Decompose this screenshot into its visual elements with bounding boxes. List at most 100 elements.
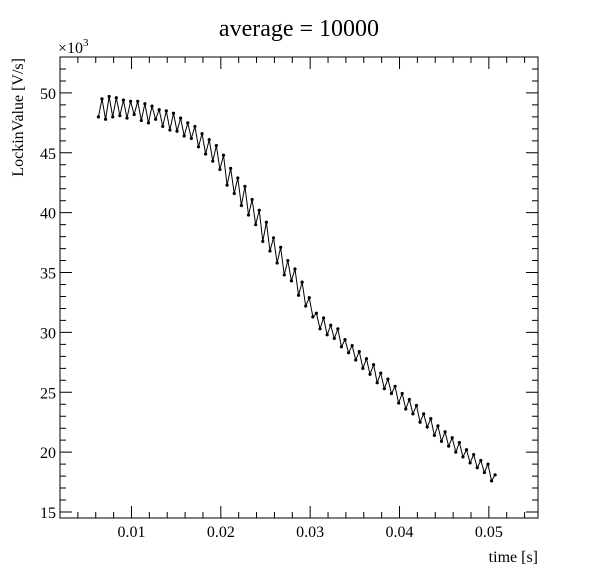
- data-point: [296, 293, 301, 297]
- data-point: [196, 145, 201, 149]
- y-tick-labels: 15 20 25 30 35 40 45 50: [40, 86, 56, 522]
- data-point: [164, 109, 168, 113]
- y-multiplier-exponent: 3: [83, 37, 89, 49]
- data-point: [286, 258, 290, 263]
- data-point: [243, 184, 247, 188]
- data-point: [232, 191, 236, 196]
- y-tick-label: 35: [40, 266, 56, 283]
- data-point: [357, 349, 361, 354]
- y-multiplier-base: ×10: [58, 40, 83, 57]
- data-point: [414, 403, 419, 408]
- data-point: [489, 479, 494, 483]
- data-point: [175, 129, 179, 133]
- data-point: [179, 116, 183, 120]
- data-point: [125, 116, 129, 120]
- y-tick-label: 50: [40, 86, 56, 103]
- data-point: [461, 455, 465, 459]
- data-point: [407, 397, 411, 402]
- data-point: [361, 366, 365, 370]
- data-point: [171, 111, 176, 115]
- data-point: [386, 377, 390, 381]
- data-point: [96, 115, 101, 119]
- data-point: [439, 439, 444, 443]
- data-point: [375, 381, 379, 385]
- data-point: [475, 466, 479, 470]
- data-point: [100, 97, 104, 101]
- data-point: [393, 384, 397, 388]
- data-point: [482, 470, 486, 475]
- data-point: [429, 417, 433, 421]
- data-point: [279, 245, 283, 249]
- data-point: [114, 96, 118, 100]
- data-point: [368, 372, 372, 376]
- data-point: [289, 279, 294, 283]
- data-point: [128, 99, 133, 103]
- x-axis-label: time [s]: [489, 549, 538, 566]
- data-point: [139, 118, 143, 123]
- data-point: [472, 452, 476, 457]
- data-point: [468, 461, 472, 465]
- data-point: [346, 351, 351, 355]
- data-point: [418, 420, 422, 424]
- data-point: [450, 436, 454, 440]
- data-point: [182, 134, 186, 138]
- data-point: [318, 327, 322, 331]
- data-point: [257, 208, 261, 212]
- x-tick-label: 0.01: [117, 524, 145, 541]
- data-point: [339, 345, 344, 349]
- data-point: [221, 153, 226, 157]
- data-point: [136, 99, 140, 103]
- data-point: [229, 166, 233, 170]
- data-point: [282, 273, 286, 277]
- data-point: [200, 132, 204, 136]
- data-point: [214, 144, 218, 148]
- data-point: [354, 358, 358, 362]
- data-point: [479, 458, 483, 463]
- data-point: [143, 102, 147, 106]
- data-point: [425, 425, 429, 429]
- data-point: [311, 315, 315, 319]
- data-point: [161, 124, 165, 129]
- data-point: [121, 98, 126, 102]
- data-point: [218, 167, 222, 172]
- y-axis-label: LockinValue [V/s]: [10, 58, 27, 177]
- data-point: [118, 114, 122, 118]
- data-point: [271, 236, 276, 240]
- data-point: [307, 296, 311, 300]
- data-point: [329, 323, 333, 327]
- data-point: [389, 391, 394, 396]
- x-tick-label: 0.03: [296, 524, 324, 541]
- axis-ticks: [59, 56, 538, 518]
- data-point: [204, 152, 208, 156]
- data-point: [321, 316, 326, 320]
- y-axis-multiplier: ×103: [58, 37, 89, 57]
- data-point: [186, 121, 190, 125]
- series-points: [96, 94, 497, 483]
- data-point: [336, 327, 340, 331]
- data-point: [246, 213, 251, 217]
- data-point: [254, 223, 258, 227]
- data-point: [432, 433, 436, 437]
- y-tick-label: 25: [40, 385, 56, 402]
- data-point: [372, 363, 376, 367]
- data-point: [436, 424, 440, 428]
- data-point: [364, 357, 369, 361]
- series-line: [97, 96, 496, 483]
- y-tick-label: 45: [40, 146, 56, 163]
- x-tick-label: 0.02: [207, 524, 235, 541]
- data-point: [207, 138, 211, 142]
- data-point: [397, 401, 401, 405]
- data-point: [443, 430, 447, 434]
- data-point: [211, 159, 215, 163]
- data-point: [447, 444, 451, 448]
- data-point: [189, 136, 193, 141]
- data-point: [111, 115, 115, 119]
- data-point: [350, 343, 354, 348]
- data-point: [239, 203, 243, 208]
- data-point: [150, 104, 154, 108]
- data-point: [275, 261, 279, 265]
- y-tick-label: 30: [40, 325, 56, 342]
- data-point: [464, 448, 469, 452]
- data-point: [332, 336, 336, 340]
